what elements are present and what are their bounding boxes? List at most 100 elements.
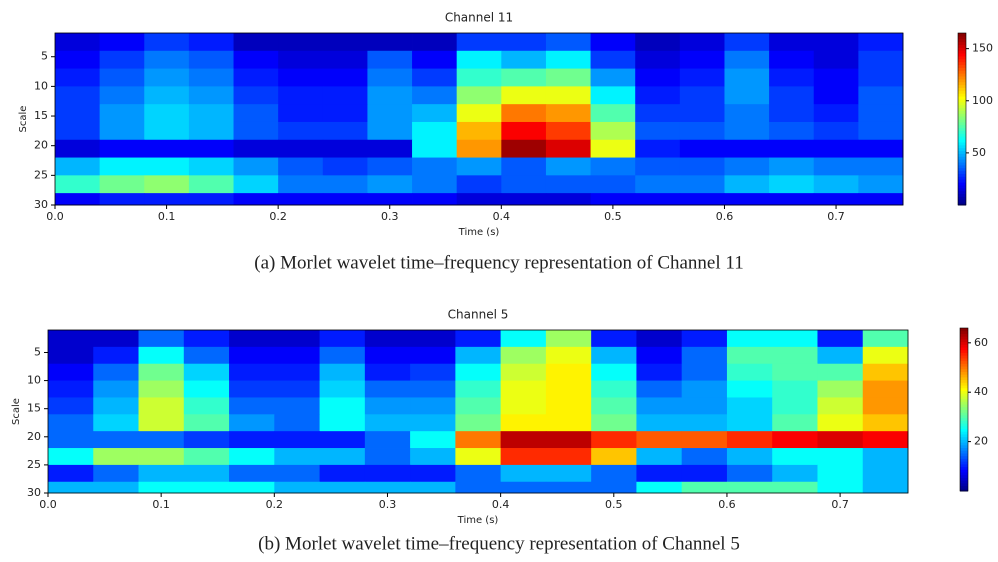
heat-cell [772,346,818,365]
heat-cell [858,139,904,158]
heat-cell [501,139,547,158]
heat-cell [48,330,94,348]
heat-cell [679,121,725,141]
heat-cell [93,431,139,449]
heat-cell [322,33,368,52]
y-tick-label: 30 [27,486,41,499]
colorbar-swatch [958,70,966,74]
colorbar-swatch [958,150,966,154]
heat-cell [591,448,637,466]
heat-cell [635,33,681,52]
colorbar-swatch [960,469,968,473]
heat-cell [183,481,230,494]
colorbar-swatch [960,390,968,394]
x-axis-label: Time (s) [457,515,499,526]
heat-cell [278,50,324,69]
heat-cell [274,481,320,494]
colorbar-swatch [958,130,966,134]
colorbar-swatch [958,139,966,143]
heat-cell [319,448,366,466]
heat-cell [410,380,456,398]
heat-cell [862,346,909,365]
colorbar-swatch [958,41,966,45]
heat-cell [99,139,145,158]
colorbar-swatch [960,433,968,438]
heat-cell [99,121,145,141]
heat-cell [138,431,185,449]
y-tick-label: 25 [27,458,41,471]
heat-cell [455,464,502,483]
heat-cell [817,330,864,348]
heat-cell [817,346,864,365]
colorbar-swatch [958,179,966,183]
heat-cell [229,330,275,348]
heat-cell [726,431,773,449]
heat-cell [591,464,637,483]
colorbar-swatch [958,104,966,109]
colorbar-swatch [960,485,968,489]
heat-cell [364,397,411,415]
heat-cell [591,414,637,432]
colorbar-swatch [958,119,966,123]
heat-cell [99,157,145,176]
heat-cell [144,157,190,176]
colorbar-swatch [958,184,966,189]
heat-cell [274,464,320,483]
heat-cell [769,193,815,206]
heat-cell [364,363,411,381]
heat-cell [144,86,190,105]
heat-cell [858,68,904,87]
heat-cell [772,431,818,449]
heat-cell [545,363,592,381]
colorbar-swatch [960,333,968,337]
heat-cell [278,121,324,141]
heat-cell [862,414,909,432]
heat-cell [501,68,547,87]
heat-cell [724,86,770,105]
heat-cell [635,139,681,158]
heat-cell [455,363,502,381]
heat-cell [55,157,101,176]
colorbar-swatch [958,141,966,146]
heat-cell [322,104,368,123]
heat-cell [233,121,279,141]
heat-cell [772,380,818,398]
colorbar-swatch [958,81,966,86]
colorbar-swatch [958,90,966,94]
heat-cell [724,193,770,206]
heat-cell [635,50,681,69]
colorbar-swatch [958,35,966,40]
heat-cell [229,481,275,494]
heat-cell [367,33,413,52]
heat-cell [858,121,904,141]
colorbar-swatch [958,38,966,43]
heat-cell [367,50,413,69]
heat-cell [229,448,275,466]
heat-cell [817,414,864,432]
heat-cell [412,139,458,158]
heat-cell [364,380,411,398]
heat-cell [769,104,815,123]
heat-cell [635,86,681,105]
heat-cell [278,33,324,52]
heat-cell [274,363,320,381]
heat-cell [635,175,681,194]
y-tick-label: 10 [34,79,48,92]
heat-cell [545,397,592,415]
heat-cell [233,193,279,206]
x-tick-label: 0.6 [718,498,736,511]
colorbar-swatch [960,466,968,470]
heat-cell [501,104,547,123]
colorbar-swatch [960,344,968,348]
heat-cell [724,68,770,87]
heat-cell [590,50,636,69]
heat-cell [55,193,101,206]
colorbar-swatch [960,336,968,340]
y-tick-label: 10 [27,374,41,387]
colorbar-swatch [958,153,966,157]
heat-cell [188,175,234,194]
colorbar-swatch [958,58,966,63]
heat-cell [412,193,458,206]
colorbar-swatch [960,420,968,424]
heat-cell [183,397,230,415]
